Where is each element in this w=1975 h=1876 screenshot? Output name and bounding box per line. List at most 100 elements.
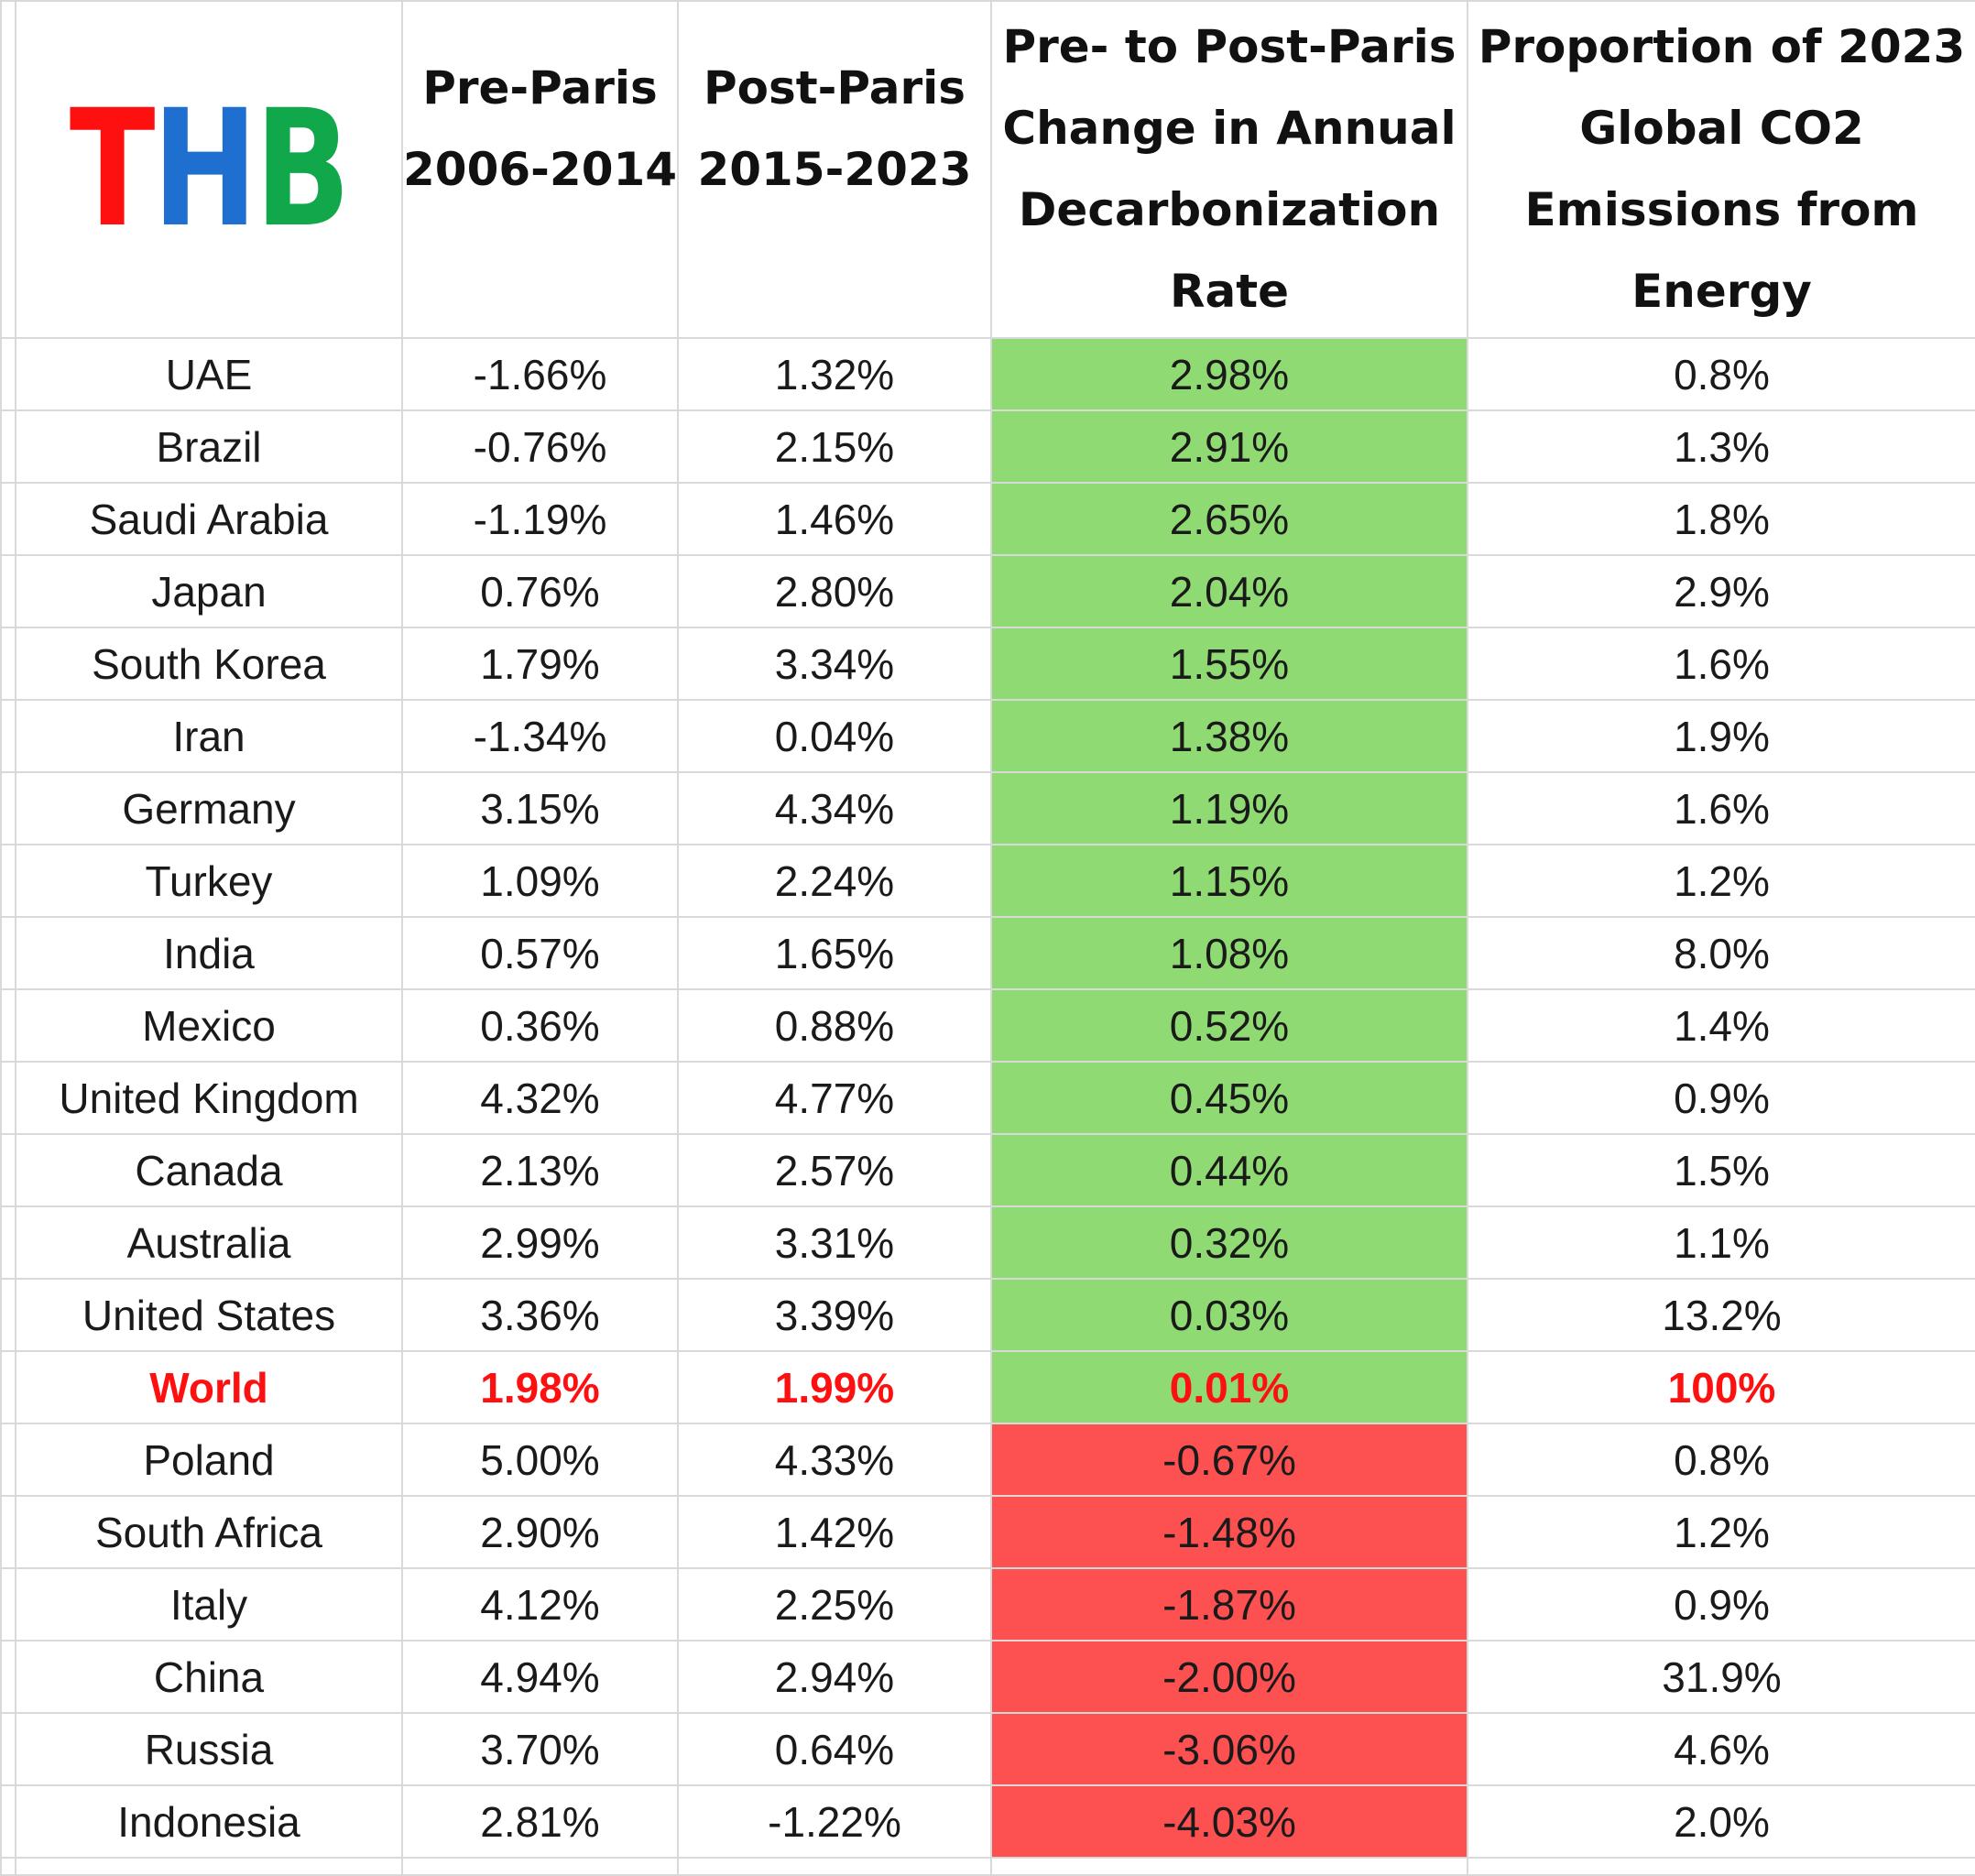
cell-pre-paris[interactable]: 3.15% — [401, 771, 679, 845]
cell-post-paris[interactable]: 2.24% — [677, 844, 992, 918]
cell-country[interactable]: South Africa — [15, 1495, 403, 1569]
cell-country[interactable]: Germany — [15, 771, 403, 845]
cell-emissions-share[interactable]: 0.9% — [1467, 1061, 1975, 1135]
cell-pre-paris[interactable]: 1.98% — [401, 1350, 679, 1424]
cell-emissions-share[interactable]: 1.5% — [1467, 1133, 1975, 1207]
header-pre-paris[interactable]: Pre-Paris 2006-2014 — [401, 0, 679, 339]
cell-country[interactable]: United States — [15, 1278, 403, 1352]
cell-post-paris[interactable]: 1.42% — [677, 1495, 992, 1569]
cell-pre-paris[interactable]: 2.13% — [401, 1133, 679, 1207]
cell-emissions-share[interactable]: 1.9% — [1467, 699, 1975, 773]
cell-pre-paris[interactable]: -1.66% — [401, 337, 679, 411]
cell-post-paris[interactable]: 2.57% — [677, 1133, 992, 1207]
cell-post-paris[interactable]: 2.80% — [677, 554, 992, 628]
cell-pre-paris[interactable]: 1.79% — [401, 627, 679, 701]
cell-emissions-share[interactable]: 0.8% — [1467, 337, 1975, 411]
cell-change-rate[interactable]: -0.67% — [990, 1423, 1468, 1497]
cell-change-rate[interactable]: 1.15% — [990, 844, 1468, 918]
cell-post-paris[interactable]: 0.04% — [677, 699, 992, 773]
cell-change-rate[interactable]: 0.52% — [990, 988, 1468, 1063]
header-post-paris[interactable]: Post-Paris 2015-2023 — [677, 0, 992, 339]
cell-change-rate[interactable]: -1.87% — [990, 1567, 1468, 1642]
cell-country[interactable]: Mexico — [15, 988, 403, 1063]
cell-change-rate[interactable]: 1.08% — [990, 916, 1468, 990]
cell-pre-paris[interactable]: 2.99% — [401, 1205, 679, 1280]
cell-emissions-share[interactable]: 100% — [1467, 1350, 1975, 1424]
cell-post-paris[interactable]: 2.94% — [677, 1640, 992, 1714]
cell-change-rate[interactable]: 2.98% — [990, 337, 1468, 411]
cell-change-rate[interactable]: 0.01% — [990, 1350, 1468, 1424]
cell-post-paris[interactable]: 0.64% — [677, 1712, 992, 1786]
cell-pre-paris[interactable]: 0.76% — [401, 554, 679, 628]
cell-post-paris[interactable]: 2.25% — [677, 1567, 992, 1642]
cell-pre-paris[interactable]: 2.81% — [401, 1784, 679, 1859]
header-emissions-share[interactable]: Proportion of 2023 Global CO2 Emissions … — [1467, 0, 1975, 339]
cell-emissions-share[interactable]: 4.6% — [1467, 1712, 1975, 1786]
cell-emissions-share[interactable]: 1.6% — [1467, 627, 1975, 701]
cell-emissions-share[interactable]: 2.9% — [1467, 554, 1975, 628]
cell-country[interactable]: Iran — [15, 699, 403, 773]
cell-change-rate[interactable]: 1.55% — [990, 627, 1468, 701]
cell-pre-paris[interactable]: 4.94% — [401, 1640, 679, 1714]
cell-pre-paris[interactable]: 3.36% — [401, 1278, 679, 1352]
cell-emissions-share[interactable]: 0.8% — [1467, 1423, 1975, 1497]
cell-change-rate[interactable]: 1.38% — [990, 699, 1468, 773]
cell-country[interactable]: South Korea — [15, 627, 403, 701]
cell-post-paris[interactable]: 1.46% — [677, 482, 992, 556]
cell-post-paris[interactable]: 3.31% — [677, 1205, 992, 1280]
cell-post-paris[interactable]: 4.34% — [677, 771, 992, 845]
cell-change-rate[interactable]: 0.03% — [990, 1278, 1468, 1352]
cell-pre-paris[interactable]: -1.34% — [401, 699, 679, 773]
cell-pre-paris[interactable]: 1.09% — [401, 844, 679, 918]
cell-change-rate[interactable]: 0.44% — [990, 1133, 1468, 1207]
cell-pre-paris[interactable]: 0.36% — [401, 988, 679, 1063]
cell-country[interactable]: China — [15, 1640, 403, 1714]
cell-post-paris[interactable]: 1.65% — [677, 916, 992, 990]
cell-country[interactable]: Japan — [15, 554, 403, 628]
cell-country[interactable]: Indonesia — [15, 1784, 403, 1859]
cell-country[interactable]: Italy — [15, 1567, 403, 1642]
cell-post-paris[interactable]: 1.32% — [677, 337, 992, 411]
cell-country[interactable]: Brazil — [15, 409, 403, 484]
cell-country[interactable]: Turkey — [15, 844, 403, 918]
cell-country[interactable]: Canada — [15, 1133, 403, 1207]
cell-country[interactable]: India — [15, 916, 403, 990]
cell-change-rate[interactable]: -4.03% — [990, 1784, 1468, 1859]
cell-emissions-share[interactable]: 0.9% — [1467, 1567, 1975, 1642]
cell-post-paris[interactable]: 3.39% — [677, 1278, 992, 1352]
cell-change-rate[interactable]: 1.19% — [990, 771, 1468, 845]
cell-pre-paris[interactable]: 5.00% — [401, 1423, 679, 1497]
cell-emissions-share[interactable]: 1.8% — [1467, 482, 1975, 556]
cell-emissions-share[interactable]: 1.2% — [1467, 1495, 1975, 1569]
cell-pre-paris[interactable]: 4.32% — [401, 1061, 679, 1135]
cell-pre-paris[interactable]: -1.19% — [401, 482, 679, 556]
cell-post-paris[interactable]: 3.34% — [677, 627, 992, 701]
cell-post-paris[interactable]: 0.88% — [677, 988, 992, 1063]
cell-emissions-share[interactable]: 13.2% — [1467, 1278, 1975, 1352]
cell-emissions-share[interactable]: 31.9% — [1467, 1640, 1975, 1714]
cell-country[interactable]: World — [15, 1350, 403, 1424]
cell-post-paris[interactable]: 4.77% — [677, 1061, 992, 1135]
cell-post-paris[interactable]: -1.22% — [677, 1784, 992, 1859]
cell-pre-paris[interactable]: -0.76% — [401, 409, 679, 484]
cell-change-rate[interactable]: 2.91% — [990, 409, 1468, 484]
cell-change-rate[interactable]: 2.04% — [990, 554, 1468, 628]
cell-emissions-share[interactable]: 1.1% — [1467, 1205, 1975, 1280]
cell-pre-paris[interactable]: 3.70% — [401, 1712, 679, 1786]
cell-country[interactable]: Australia — [15, 1205, 403, 1280]
cell-change-rate[interactable]: 0.32% — [990, 1205, 1468, 1280]
cell-change-rate[interactable]: -1.48% — [990, 1495, 1468, 1569]
cell-post-paris[interactable]: 4.33% — [677, 1423, 992, 1497]
cell-country[interactable]: UAE — [15, 337, 403, 411]
cell-emissions-share[interactable]: 8.0% — [1467, 916, 1975, 990]
cell-pre-paris[interactable]: 2.90% — [401, 1495, 679, 1569]
cell-pre-paris[interactable]: 4.12% — [401, 1567, 679, 1642]
cell-post-paris[interactable]: 2.15% — [677, 409, 992, 484]
cell-pre-paris[interactable]: 0.57% — [401, 916, 679, 990]
cell-change-rate[interactable]: 0.45% — [990, 1061, 1468, 1135]
cell-country[interactable]: United Kingdom — [15, 1061, 403, 1135]
cell-emissions-share[interactable]: 1.3% — [1467, 409, 1975, 484]
cell-country[interactable]: Saudi Arabia — [15, 482, 403, 556]
cell-emissions-share[interactable]: 1.4% — [1467, 988, 1975, 1063]
cell-post-paris[interactable]: 1.99% — [677, 1350, 992, 1424]
